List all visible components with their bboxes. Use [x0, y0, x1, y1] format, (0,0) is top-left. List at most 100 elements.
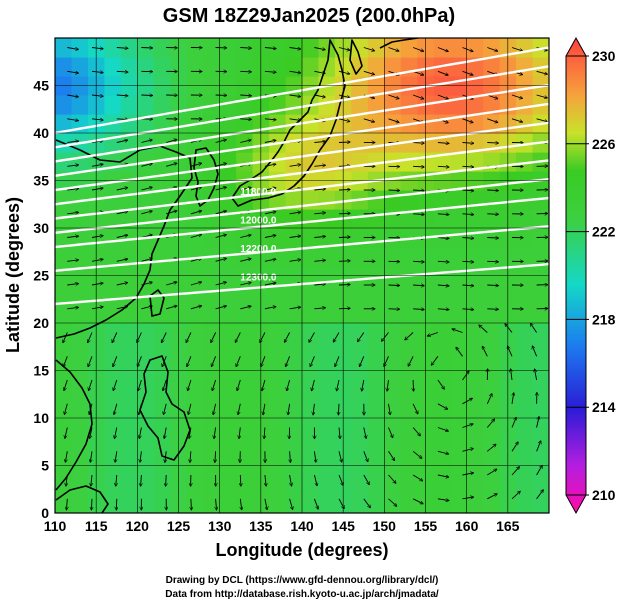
heat-cell [384, 190, 402, 210]
wind-arrow [487, 94, 497, 99]
heat-cell [302, 285, 320, 305]
heat-cell [499, 190, 517, 210]
heat-cell [104, 285, 122, 305]
heat-cell [450, 323, 468, 343]
wind-arrow [239, 427, 240, 439]
wind-arrow [64, 379, 68, 390]
heat-cell [285, 323, 303, 343]
heat-cell [318, 304, 336, 324]
coastline-sakhalin [349, 39, 363, 75]
x-tick-label: 115 [85, 518, 108, 534]
heat-cell [400, 418, 418, 438]
wind-arrow [508, 346, 513, 357]
wind-arrow [413, 261, 424, 262]
heat-cell [466, 323, 484, 343]
y-tick-label: 20 [33, 315, 49, 331]
heat-cell [516, 209, 534, 229]
wind-arrow [536, 417, 539, 428]
heat-cell [203, 323, 221, 343]
heat-cell [483, 380, 501, 400]
heat-cell [71, 38, 89, 58]
heat-cell [203, 114, 221, 134]
wind-arrow [187, 356, 192, 366]
heat-cell [351, 209, 369, 229]
heat-cell [104, 228, 122, 248]
y-tick-label: 0 [41, 505, 49, 521]
wind-arrow [479, 325, 488, 333]
wind-arrow [240, 306, 251, 310]
heat-cell [466, 437, 484, 457]
wind-arrow [412, 450, 422, 458]
wind-arrow [363, 498, 371, 508]
heat-cell [104, 380, 122, 400]
heat-cell [71, 152, 89, 172]
heat-cell [120, 38, 138, 58]
heat-cell [466, 418, 484, 438]
wind-arrow [289, 119, 301, 121]
heat-cell [367, 418, 385, 438]
wind-arrow [388, 190, 400, 191]
heat-cell [483, 247, 501, 267]
wind-arrow [215, 258, 227, 262]
heat-cell [236, 304, 254, 324]
heat-cell [153, 38, 171, 58]
chart-title: GSM 18Z29Jan2025 (200.0hPa) [163, 5, 455, 27]
heat-cell [466, 475, 484, 495]
wind-arrow [188, 403, 192, 415]
heat-cell [302, 323, 320, 343]
heat-cell [170, 437, 188, 457]
heat-cell [516, 399, 534, 419]
heat-cell [450, 57, 468, 77]
wind-arrow [338, 451, 342, 462]
wind-arrow [462, 309, 474, 310]
heat-cell [400, 152, 418, 172]
heat-cell [516, 323, 534, 343]
heat-cell [351, 38, 369, 58]
heat-cell [170, 38, 188, 58]
heat-cell [186, 285, 204, 305]
heat-cell [71, 95, 89, 115]
wind-arrow [388, 427, 393, 438]
wind-arrow [240, 474, 241, 486]
heat-cell [104, 190, 122, 210]
heat-cell [318, 323, 336, 343]
heat-cell [120, 133, 138, 153]
heat-cell [483, 437, 501, 457]
wind-arrow [289, 260, 301, 262]
wind-arrow [264, 307, 276, 310]
heat-cell [367, 190, 385, 210]
heat-cell [384, 437, 402, 457]
heat-cell [384, 95, 402, 115]
wind-arrow [166, 140, 177, 143]
heat-cell [236, 57, 254, 77]
heat-cell [532, 437, 549, 457]
wind-arrow [487, 285, 498, 286]
heat-cell [318, 190, 336, 210]
heat-cell [466, 38, 484, 58]
wind-arrow [91, 188, 103, 191]
heat-cell [120, 152, 138, 172]
heat-cell [433, 76, 451, 96]
wind-arrow [116, 140, 128, 143]
wind-arrow [215, 451, 216, 462]
heat-cell [351, 95, 369, 115]
heat-cell [532, 494, 549, 513]
wind-arrow [139, 427, 142, 439]
wind-arrow [186, 332, 192, 343]
wind-arrow [412, 94, 423, 99]
heat-cell [55, 342, 73, 362]
heat-cell [433, 380, 451, 400]
heat-cell [532, 475, 549, 495]
heat-cell [71, 437, 89, 457]
wind-arrow [314, 94, 325, 97]
wind-arrow [116, 188, 128, 191]
heat-cell [170, 475, 188, 495]
wind-arrow [382, 332, 389, 342]
heat-cell [120, 342, 138, 362]
wind-arrow [166, 163, 177, 167]
wind-arrow [462, 261, 474, 262]
wind-arrow [314, 308, 325, 309]
heat-cell [170, 228, 188, 248]
wind-arrow [360, 356, 365, 366]
heat-cell [55, 38, 73, 58]
